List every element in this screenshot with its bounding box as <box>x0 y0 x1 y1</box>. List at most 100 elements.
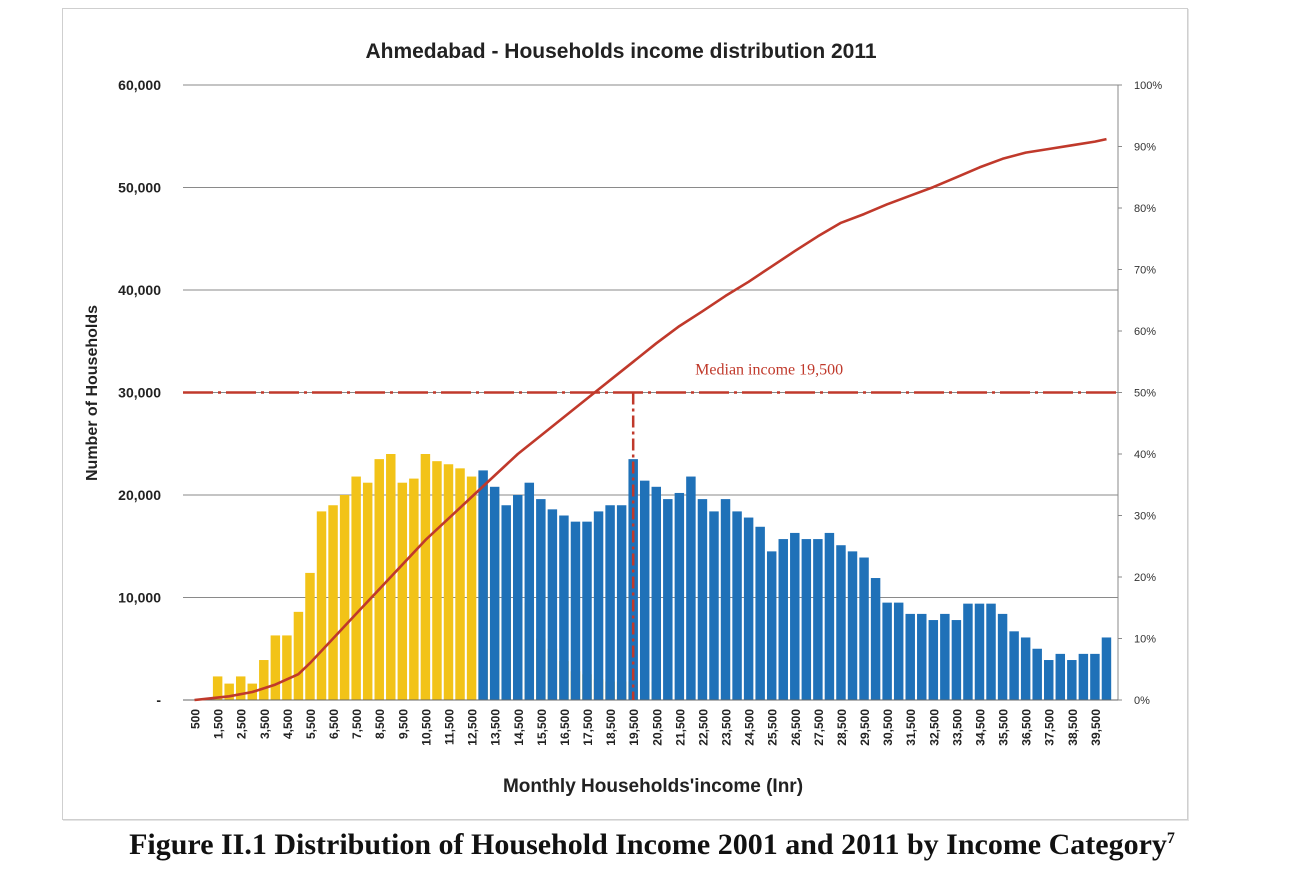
x-tick-label: 17,500 <box>581 709 595 746</box>
bar <box>893 602 904 700</box>
x-tick-label: 7,500 <box>350 709 364 739</box>
x-tick-label: 23,500 <box>720 709 734 746</box>
x-tick-label: 24,500 <box>743 709 757 746</box>
bar <box>432 461 442 700</box>
bar <box>1055 653 1066 700</box>
bar <box>766 551 777 700</box>
x-tick-label: 4,500 <box>281 709 295 739</box>
bar <box>501 505 511 700</box>
y2-tick-label: 0% <box>1134 695 1150 707</box>
bar <box>466 476 477 700</box>
bar <box>709 511 719 700</box>
bar <box>605 505 615 700</box>
x-tick-label: 31,500 <box>904 709 918 746</box>
bar <box>351 476 361 700</box>
x-tick-label: 34,500 <box>973 709 987 746</box>
y2-tick-label: 40% <box>1134 449 1156 461</box>
bar <box>663 499 673 700</box>
bar <box>409 478 419 700</box>
bar <box>559 515 569 700</box>
bar <box>305 572 315 700</box>
caption-footnote: 7 <box>1166 830 1175 847</box>
x-tick-label: 37,500 <box>1043 709 1057 746</box>
bar <box>328 505 338 700</box>
bar <box>293 611 304 700</box>
x-tick-label: 3,500 <box>258 709 272 739</box>
bar <box>940 613 950 700</box>
x-tick-label: 11,500 <box>442 709 456 745</box>
x-tick-label: 1,500 <box>212 709 226 739</box>
y-tick-label: 40,000 <box>118 282 161 298</box>
x-tick-label: 30,500 <box>881 709 895 746</box>
x-axis-title: Monthly Households'income (Inr) <box>503 776 803 797</box>
bar <box>686 476 696 700</box>
x-tick-label: 12,500 <box>466 709 480 746</box>
bar <box>536 499 546 700</box>
bar <box>986 603 996 700</box>
x-tick-label: 39,500 <box>1089 709 1103 746</box>
y-tick-label: 20,000 <box>118 487 161 503</box>
chart-title: Ahmedabad - Households income distributi… <box>365 40 876 63</box>
bar <box>235 676 246 700</box>
y2-tick-label: 90% <box>1134 142 1156 154</box>
bar <box>917 613 927 700</box>
x-tick-label: 500 <box>189 709 203 729</box>
bar <box>420 454 431 700</box>
x-tick-label: 25,500 <box>766 709 780 746</box>
bar <box>732 511 742 700</box>
bar <box>616 505 627 700</box>
y-axis-left: - 10,000 20,000 30,000 40,000 50,000 60,000 <box>118 77 161 708</box>
bar <box>824 532 835 700</box>
x-tick-label: 15,500 <box>535 709 549 746</box>
bar <box>997 613 1008 700</box>
x-tick-label: 9,500 <box>396 709 410 739</box>
y2-tick-label: 30% <box>1134 511 1156 523</box>
median-markers: Median income 19,500 <box>183 362 1118 700</box>
bar <box>963 603 973 700</box>
x-axis: 500 1,500 2,500 3,500 4,500 5,500 6,500 7,500 8,… <box>183 699 1118 746</box>
bar <box>1009 631 1019 700</box>
y-axis-title: Number of Households <box>84 305 101 481</box>
x-tick-label: 28,500 <box>835 709 849 746</box>
y2-tick-label: 60% <box>1134 326 1156 338</box>
bar <box>974 603 985 700</box>
median-label: Median income 19,500 <box>695 362 843 379</box>
bars <box>212 454 1112 700</box>
y-tick-label: - <box>156 692 161 708</box>
bar <box>778 539 788 700</box>
y2-tick-label: 20% <box>1134 572 1156 584</box>
bar <box>374 459 384 700</box>
bar <box>513 495 523 700</box>
bar <box>443 464 454 700</box>
bar <box>455 468 465 700</box>
bar <box>813 539 823 700</box>
y2-tick-label: 70% <box>1134 265 1156 277</box>
y-tick-label: 10,000 <box>118 590 161 606</box>
bar <box>1101 637 1112 700</box>
bar <box>951 620 962 700</box>
x-tick-label: 29,500 <box>858 709 872 746</box>
bar <box>270 635 281 700</box>
y-tick-label: 60,000 <box>118 77 161 93</box>
bar <box>882 602 892 700</box>
bar <box>582 521 592 700</box>
bar <box>755 526 765 700</box>
bar <box>478 470 488 700</box>
bar <box>489 486 500 700</box>
bar <box>1032 648 1042 700</box>
bar <box>212 676 223 700</box>
bar <box>224 683 234 700</box>
bar <box>1067 660 1077 700</box>
cumulative-line-group <box>194 137 1107 702</box>
bar <box>282 635 292 700</box>
x-tick-label: 14,500 <box>512 709 526 746</box>
x-tick-label: 33,500 <box>950 709 964 746</box>
bar <box>1020 637 1031 700</box>
y2-tick-label: 50% <box>1134 388 1156 400</box>
figure-caption: Figure II.1 Distribution of Household In… <box>0 828 1304 862</box>
bar <box>1078 653 1089 700</box>
bar <box>362 482 373 700</box>
x-tick-label: 32,500 <box>927 709 941 746</box>
y-tick-label: 30,000 <box>118 385 161 401</box>
x-tick-label: 18,500 <box>604 709 618 746</box>
